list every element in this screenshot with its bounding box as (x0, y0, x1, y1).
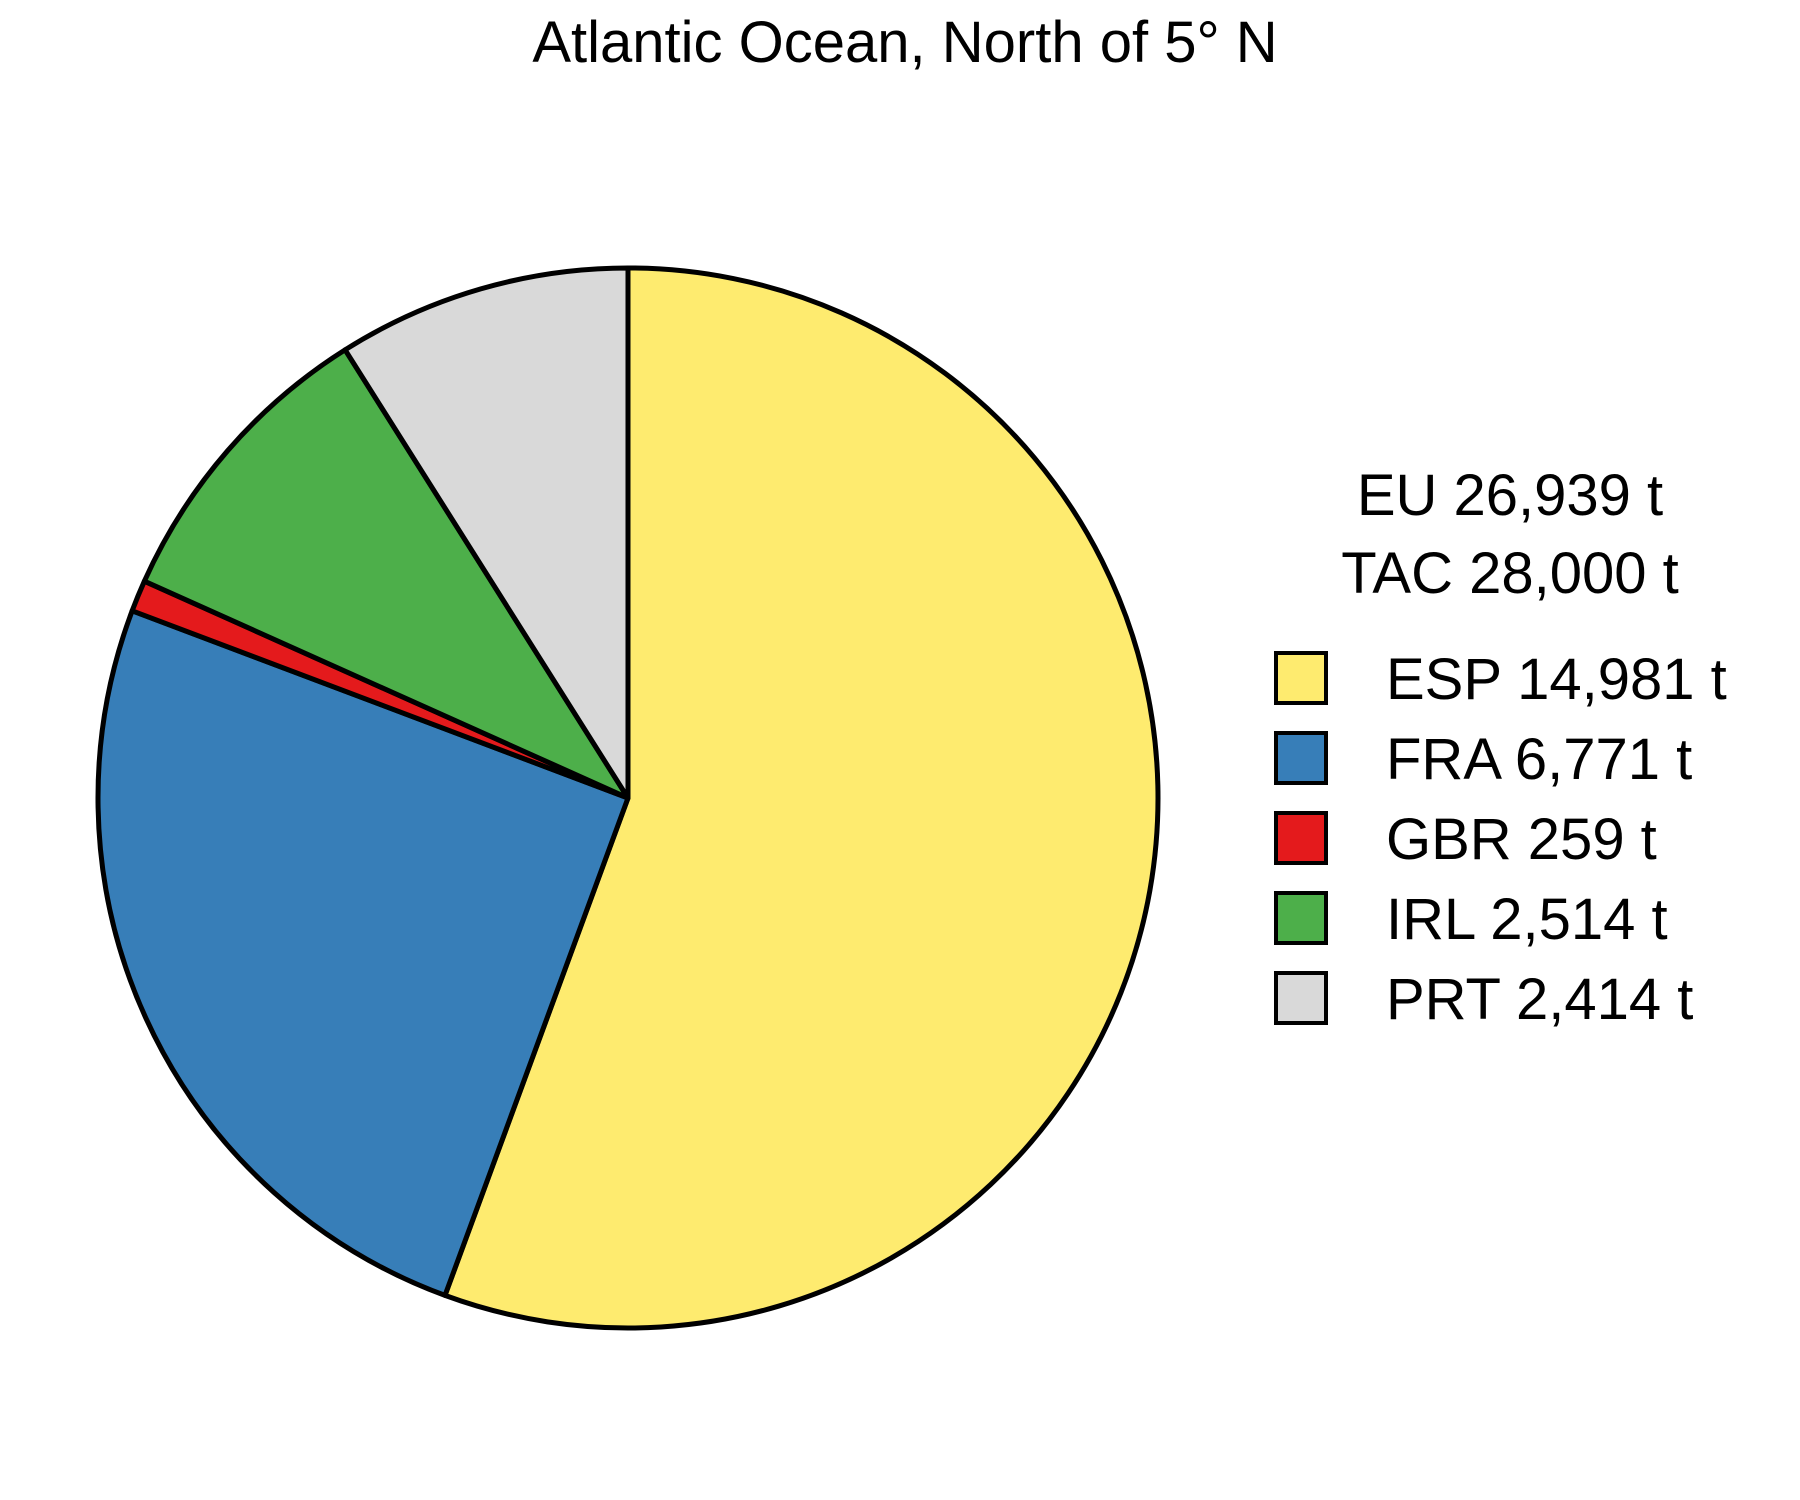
pie-slice-irl (141, 347, 631, 801)
pie-slice-fra (95, 608, 631, 1298)
summary-tac: TAC 28,000 t (1341, 541, 1678, 606)
legend-label-esp: ESP 14,981 t (1386, 647, 1727, 712)
legend-label-fra: FRA 6,771 t (1386, 727, 1692, 792)
legend-label-prt: PRT 2,414 t (1386, 967, 1693, 1032)
pie-slice-esp (442, 265, 1161, 1331)
legend-swatch-esp (1274, 651, 1328, 705)
legend: ESP 14,981 t FRA 6,771 t GBR 259 t IRL 2,51… (1274, 647, 1727, 1032)
pie-slices (95, 265, 1161, 1331)
legend-swatch-fra (1274, 731, 1328, 785)
legend-label-gbr: GBR 259 t (1386, 807, 1657, 872)
legend-label-irl: IRL 2,514 t (1386, 887, 1668, 952)
chart-title: Atlantic Ocean, North of 5° N (532, 10, 1277, 75)
summary-eu-total: EU 26,939 t (1357, 463, 1663, 528)
legend-swatch-prt (1274, 971, 1328, 1025)
legend-swatch-gbr (1274, 811, 1328, 865)
pie-slice-prt (342, 265, 631, 801)
legend-swatch-irl (1274, 891, 1328, 945)
